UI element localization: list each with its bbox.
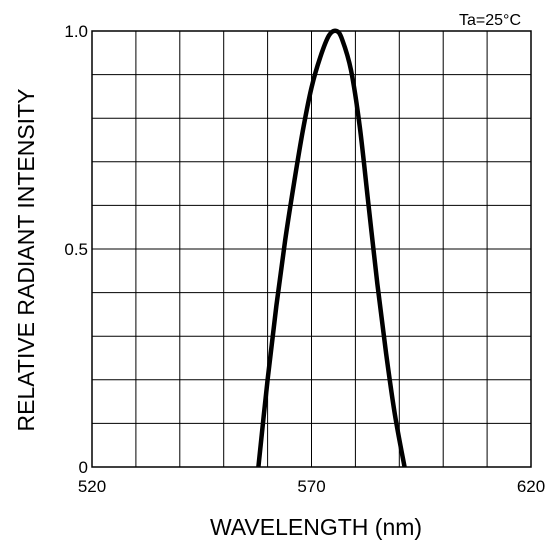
x-tick-labels: 520 570 620 (78, 477, 545, 496)
x-tick-label: 620 (517, 477, 545, 496)
y-tick-label: 0 (79, 458, 88, 477)
x-axis-title: WAVELENGTH (nm) (210, 514, 422, 540)
y-tick-labels: 0 0.5 1.0 (64, 22, 88, 477)
y-axis-title: RELATIVE RADIANT INTENSITY (13, 89, 39, 432)
y-tick-label: 1.0 (64, 22, 88, 41)
intensity-curve (256, 28, 407, 468)
x-tick-label: 520 (78, 477, 106, 496)
temperature-annotation: Ta=25°C (459, 12, 521, 29)
plot-frame (91, 30, 532, 468)
x-tick-label: 570 (297, 477, 325, 496)
y-tick-label: 0.5 (64, 240, 88, 259)
